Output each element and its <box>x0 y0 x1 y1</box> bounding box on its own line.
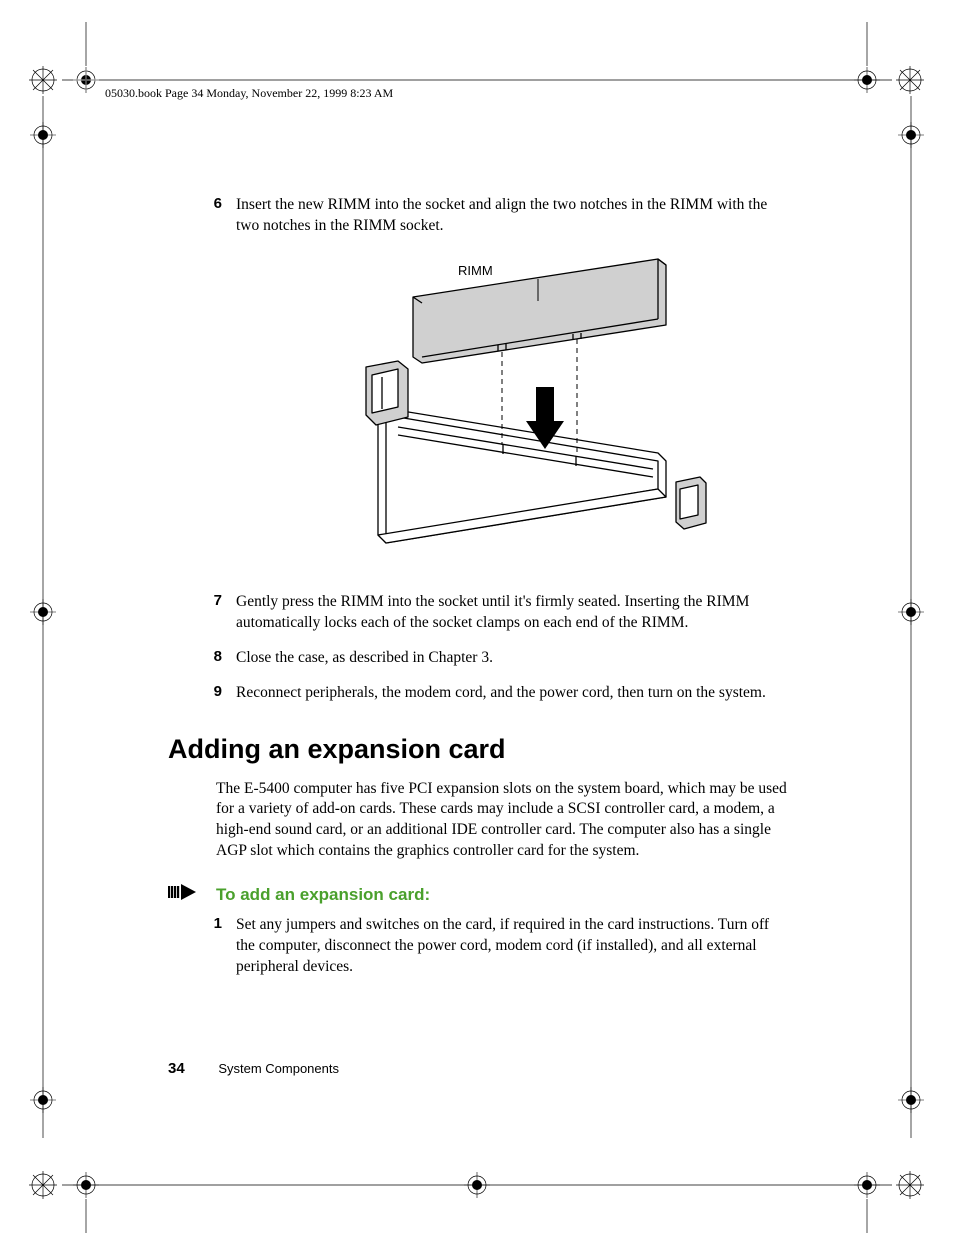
heading-adding-expansion: Adding an expansion card <box>168 734 788 765</box>
step-text: Set any jumpers and switches on the card… <box>236 915 788 978</box>
page-number: 34 <box>168 1060 185 1077</box>
step-text: Insert the new RIMM into the socket and … <box>236 195 788 237</box>
step-number: 6 <box>168 195 236 237</box>
step-number: 8 <box>168 648 236 669</box>
step-item: 7 Gently press the RIMM into the socket … <box>168 592 788 634</box>
procedure-heading: To add an expansion card: <box>216 885 430 905</box>
procedure-heading-row: To add an expansion card: <box>168 884 788 905</box>
rimm-figure: RIMM <box>168 257 788 562</box>
step-item: 8 Close the case, as described in Chapte… <box>168 648 788 669</box>
procedure-arrow-icon <box>168 884 216 905</box>
step-number: 7 <box>168 592 236 634</box>
crop-marks-left <box>0 0 100 1235</box>
crop-marks-right <box>854 0 954 1235</box>
step-text: Close the case, as described in Chapter … <box>236 648 493 669</box>
page-content: 6 Insert the new RIMM into the socket an… <box>168 195 788 992</box>
intro-paragraph: The E-5400 computer has five PCI expansi… <box>216 779 788 863</box>
step-item: 6 Insert the new RIMM into the socket an… <box>168 195 788 237</box>
page-footer: 34 System Components <box>168 1060 339 1077</box>
step-item: 1 Set any jumpers and switches on the ca… <box>168 915 788 978</box>
crop-marks-top <box>0 0 954 160</box>
step-number: 1 <box>168 915 236 978</box>
figure-label-rimm: RIMM <box>458 263 493 278</box>
step-number: 9 <box>168 683 236 704</box>
step-item: 9 Reconnect peripherals, the modem cord,… <box>168 683 788 704</box>
section-name: System Components <box>218 1061 339 1076</box>
crop-marks-bottom <box>0 1115 954 1235</box>
step-text: Reconnect peripherals, the modem cord, a… <box>236 683 766 704</box>
step-text: Gently press the RIMM into the socket un… <box>236 592 788 634</box>
running-header: 05030.book Page 34 Monday, November 22, … <box>105 86 393 101</box>
